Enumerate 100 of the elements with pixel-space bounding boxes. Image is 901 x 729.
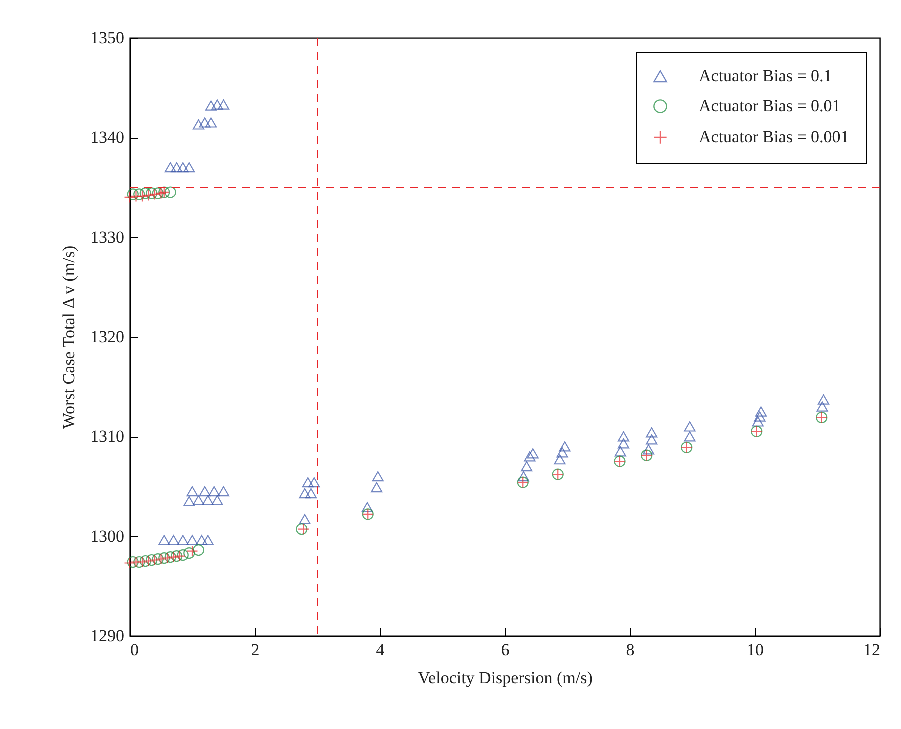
x-tick-label: 10 [747,640,764,660]
point [299,488,311,499]
x-tick-label: 8 [626,640,635,660]
point [171,550,183,562]
point [372,471,384,482]
point [184,162,196,173]
point [308,477,320,488]
point [171,162,183,173]
point [196,535,208,546]
point [124,192,136,204]
y-axis-title: Worst Case Total Δ v (m/s) [60,246,78,430]
point [134,556,146,568]
point [818,394,830,405]
point [752,416,764,427]
point [146,188,158,200]
point [192,120,205,130]
point [684,422,696,432]
point [140,188,152,200]
point [164,186,176,198]
point [218,100,230,110]
x-tick-label: 12 [864,640,880,660]
point [362,502,374,513]
point [192,544,205,556]
point [554,454,566,465]
point [177,162,189,173]
point [158,535,170,546]
point [184,496,196,507]
point [618,432,630,442]
point [299,514,311,524]
point [646,428,658,438]
point [524,452,536,462]
point [754,412,766,422]
point [646,434,658,445]
point [527,448,539,459]
x-tick-label: 0 [130,640,139,660]
point [371,482,383,493]
point [186,486,198,497]
point [521,461,533,472]
point [134,188,146,200]
point [124,557,136,570]
point [212,100,224,110]
point [149,188,161,200]
point [155,553,168,566]
point [164,162,176,173]
point [202,495,214,506]
point [192,495,205,506]
point [155,188,168,200]
point [177,535,189,546]
point [168,551,180,564]
x-tick-label: 6 [501,640,510,660]
point [149,554,161,566]
point [202,535,214,546]
y-tick-label: 1350 [90,28,124,48]
point [162,552,174,564]
point [142,555,155,568]
legend-label: Actuator Bias = 0.1 [699,66,832,86]
point [684,432,696,442]
point [140,555,152,568]
y-tick-label: 1310 [90,427,124,446]
point [186,535,198,546]
point [199,486,211,497]
point [184,547,196,560]
point [302,477,314,488]
point [146,554,158,566]
point [208,486,220,497]
y-tick-label: 1320 [90,328,124,346]
x-tick-label: 2 [251,640,260,660]
point [152,553,164,566]
point [556,448,568,458]
point [212,495,224,506]
point [305,488,318,499]
point [205,100,218,111]
point [618,438,630,449]
point [177,549,189,562]
point [158,552,170,564]
point [127,556,139,568]
y-tick-label: 1330 [90,228,124,247]
point [142,190,155,202]
point [642,444,655,455]
point [559,442,571,452]
point [164,551,176,564]
point [186,545,198,558]
point [218,486,230,497]
y-tick-label: 1340 [90,128,124,148]
x-axis-title: Velocity Dispersion (m/s) [418,668,593,688]
point [136,190,148,202]
legend-label: Actuator Bias = 0.01 [699,96,841,116]
point [614,446,626,457]
point [152,188,164,200]
point [205,118,218,128]
y-tick-label: 1300 [90,526,124,546]
point [199,118,211,128]
point [136,556,148,568]
x-tick-label: 4 [376,640,386,660]
point [755,406,768,417]
point [816,402,828,412]
legend-label: Actuator Bias = 0.001 [699,128,850,146]
point [518,471,530,482]
y-tick-label: 1290 [90,626,124,646]
point [174,550,186,562]
